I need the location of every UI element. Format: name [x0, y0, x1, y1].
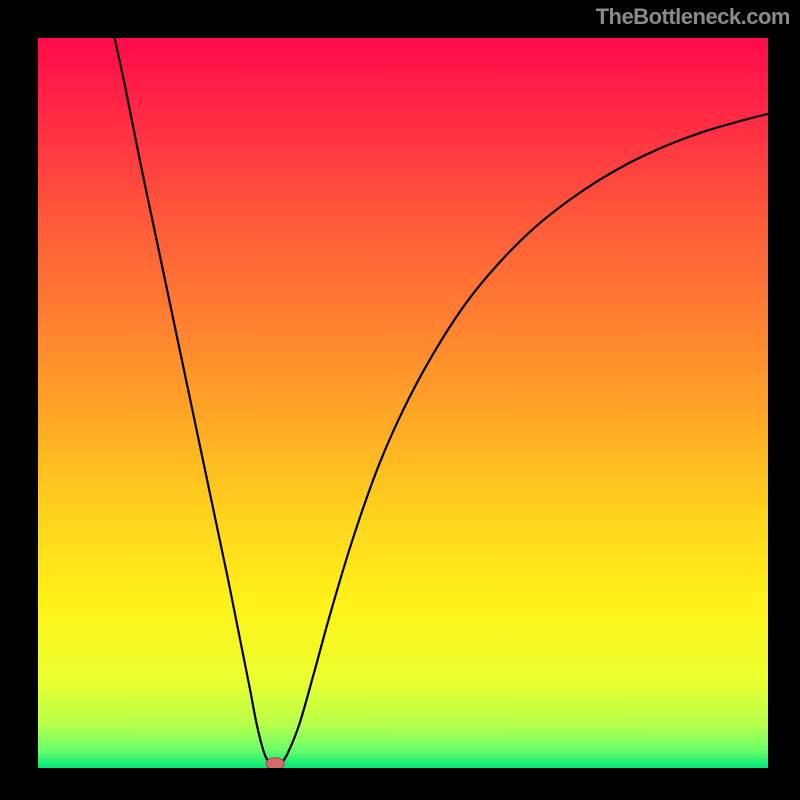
watermark-text: TheBottleneck.com — [596, 4, 790, 30]
curve-left-branch — [115, 38, 276, 768]
curve-right-branch — [275, 114, 768, 768]
minimum-marker — [266, 758, 284, 768]
plot-area — [38, 38, 768, 768]
chart-container: TheBottleneck.com — [0, 0, 800, 800]
curve-layer — [38, 38, 768, 768]
